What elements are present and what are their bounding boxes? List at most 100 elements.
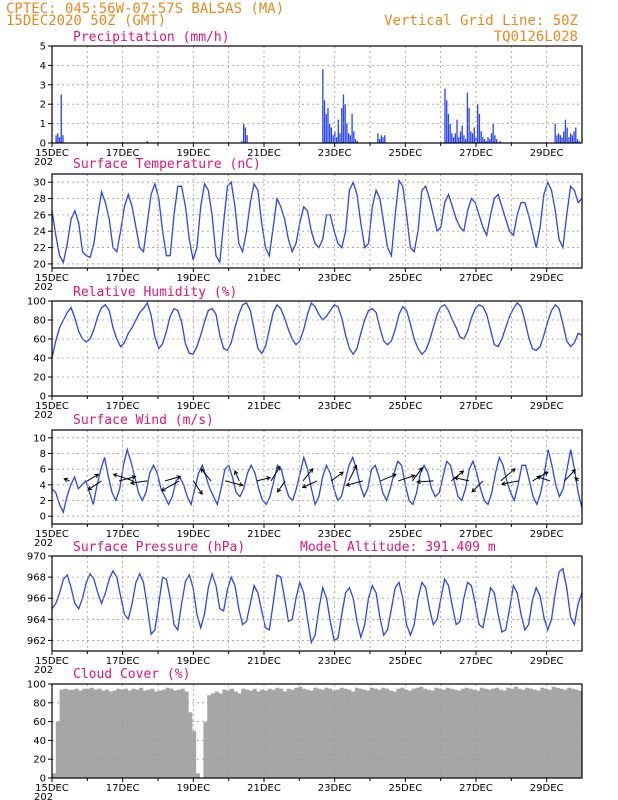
precip-bar [246,135,248,143]
precip-bar [329,123,331,143]
y-tick-label: 0 [40,512,46,523]
y-tick-label: 10 [33,433,46,444]
precip-bar [356,141,358,143]
precip-bar [335,137,338,143]
y-tick-label: 24 [33,227,46,238]
cloud-cover-bar [55,721,60,778]
cloud-cover-bar [472,689,477,778]
y-tick-label: 966 [27,594,46,605]
cloud-cover-bar [305,689,310,778]
wind-arrow [330,471,344,482]
wind-arrow [270,466,281,482]
cloud-cover-bar [479,687,484,778]
cloud-cover-bar [445,687,450,778]
y-tick-label: 1 [40,119,46,130]
precip-bar [468,108,470,143]
x-tick-label: 19DEC [176,273,210,284]
cloud-cover-bar [158,690,163,778]
precip-bar [57,133,59,143]
cloud-cover-bar [260,689,265,778]
cloud-cover-bar [551,686,556,778]
cloud-cover-bar [529,688,534,778]
x-tick-label: 21DEC [247,656,281,667]
precip-bar [244,127,247,143]
precip-bar [480,131,482,143]
cloud-cover-bar [373,688,378,778]
y-tick-label: 0 [40,774,46,785]
cloud-cover-bar [468,688,473,778]
cloud-cover-bar [188,712,193,778]
cloud-cover-bar [358,688,363,778]
precip-bar [447,113,450,143]
panel-frame [51,300,583,397]
cloud-cover-bar [180,688,185,778]
panel-title: Surface Pressure (hPa) [73,540,245,555]
cloud-cover-bar [324,687,329,778]
cloud-cover-bar [438,688,443,778]
cloud-cover-bar [320,689,325,778]
x-tick-label: 15DEC [35,529,69,540]
model-altitude-label: Model Altitude: 391.409 m [300,540,496,555]
cloud-cover-bar [494,687,500,778]
precip-bar [327,108,329,143]
panel-pressure: 962 964 966 968 970 15DEC 17DEC 19DEC 21DEC 23DEC… [27,540,583,676]
cloud-cover-bar [328,688,333,778]
x-tick-label: 19DEC [176,656,210,667]
wind-arrow [471,480,484,493]
precip-bar [571,135,573,143]
cloud-cover-bar [476,690,481,778]
cloud-cover-bar [78,690,83,778]
wind-arrow [454,477,470,482]
cloud-cover-bar [434,687,439,778]
x-tick-label: 23DEC [318,273,352,284]
panel-frame [51,45,583,144]
wind-arrow [563,469,576,482]
precip-bar [569,133,572,143]
y-tick-label: 22 [33,243,46,254]
precip-bar [325,113,327,143]
x-tick-label: 27DEC [459,783,493,794]
cloud-cover-bar [449,688,454,778]
precip-bar [494,135,496,143]
x-tick-label: 27DEC [459,148,493,159]
wind-arrow-head [234,470,239,476]
wind-arrow-head [339,471,345,476]
x-tick-label: 19DEC [176,148,210,159]
y-tick-label: 40 [33,354,46,365]
x-year-label: 202 [34,282,53,293]
wind-arrow [348,465,357,482]
wind-arrow [500,468,516,482]
x-tick-label: 25DEC [388,401,422,412]
cloud-cover-bar [146,689,151,778]
x-tick-label: 23DEC [318,401,352,412]
x-tick-label: 17DEC [106,401,140,412]
x-tick-label: 21DEC [247,148,281,159]
precip-bar [556,135,558,143]
precip-bar [576,139,579,143]
precip-bar [495,139,498,143]
wind-arrow [417,480,434,483]
cloud-cover-bar [362,689,367,778]
cloud-cover-bar [93,689,98,778]
x-tick-label: 15DEC [35,401,69,412]
panel-title: Precipitation (mm/h) [73,30,230,45]
cloud-cover-bar [335,689,341,778]
y-tick-label: 3 [40,80,46,91]
cloud-cover-bar [74,688,79,778]
panel-temp: 20 22 24 26 28 30 15DEC 17DEC 19DEC 21DEC 23DEC 25D… [33,157,583,293]
cloud-cover-bar [411,688,416,778]
cloud-cover-bar [555,687,560,778]
precip-bar [446,100,448,143]
cloud-cover-bar [407,690,412,778]
precip-bar [351,113,353,143]
panel-frame [51,429,583,525]
rh-series-line [51,301,583,359]
cloud-cover-bar [354,687,359,778]
y-tick-label: 100 [27,297,46,308]
wind-arrow [302,468,314,482]
x-tick-label: 29DEC [530,529,564,540]
cloud-cover-bar [332,690,337,778]
cloud-cover-bar [536,690,541,778]
y-tick-label: 4 [40,61,46,72]
wind-arrow [161,480,180,492]
